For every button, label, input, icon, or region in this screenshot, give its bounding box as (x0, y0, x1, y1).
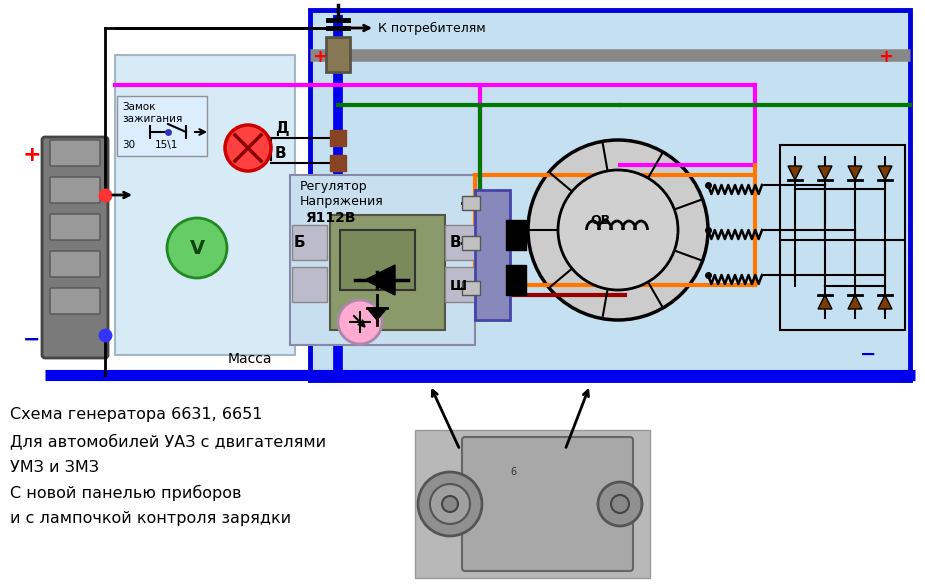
FancyBboxPatch shape (506, 265, 526, 295)
FancyBboxPatch shape (462, 437, 633, 571)
Polygon shape (878, 295, 892, 309)
Circle shape (167, 218, 227, 278)
FancyBboxPatch shape (445, 267, 480, 302)
FancyBboxPatch shape (50, 177, 100, 203)
FancyBboxPatch shape (42, 137, 108, 358)
Polygon shape (818, 166, 832, 180)
Circle shape (598, 482, 642, 526)
Circle shape (558, 170, 678, 290)
FancyBboxPatch shape (117, 96, 207, 156)
Text: 30: 30 (122, 140, 135, 150)
Text: и с лампочкой контроля зарядки: и с лампочкой контроля зарядки (10, 512, 291, 526)
Circle shape (225, 125, 271, 171)
FancyBboxPatch shape (506, 220, 526, 250)
Text: К потребителям: К потребителям (378, 22, 486, 35)
Circle shape (442, 496, 458, 512)
Text: Б: Б (294, 235, 305, 250)
Text: ОВ: ОВ (590, 214, 610, 227)
FancyBboxPatch shape (292, 225, 327, 260)
Circle shape (418, 472, 482, 536)
Circle shape (430, 484, 470, 524)
Text: Ш: Ш (450, 279, 467, 293)
Polygon shape (365, 265, 395, 295)
FancyBboxPatch shape (462, 281, 480, 295)
Text: +: + (312, 48, 327, 66)
FancyBboxPatch shape (462, 196, 480, 210)
Circle shape (611, 495, 629, 513)
Text: V: V (190, 239, 204, 257)
Text: 6: 6 (510, 467, 516, 477)
FancyBboxPatch shape (50, 214, 100, 240)
Polygon shape (878, 166, 892, 180)
Text: −: − (860, 345, 876, 364)
FancyBboxPatch shape (340, 230, 415, 290)
FancyBboxPatch shape (50, 251, 100, 277)
Text: 15\1: 15\1 (155, 140, 179, 150)
Text: Замок: Замок (122, 102, 155, 112)
Polygon shape (367, 308, 387, 320)
Text: С новой панелью приборов: С новой панелью приборов (10, 485, 241, 501)
Text: Д: Д (275, 121, 289, 136)
Text: +: + (878, 48, 893, 66)
FancyBboxPatch shape (50, 140, 100, 166)
Text: Напряжения: Напряжения (300, 195, 384, 208)
Text: Схема генератора 6631, 6651: Схема генератора 6631, 6651 (10, 407, 263, 423)
Text: +: + (23, 145, 42, 165)
Polygon shape (818, 295, 832, 309)
FancyBboxPatch shape (50, 288, 100, 314)
Text: Я112В: Я112В (305, 211, 355, 225)
FancyBboxPatch shape (475, 190, 510, 320)
FancyBboxPatch shape (310, 10, 910, 380)
Text: −: − (23, 330, 41, 350)
Text: зажигания: зажигания (122, 114, 182, 124)
Text: УМЗ и ЗМЗ: УМЗ и ЗМЗ (10, 459, 99, 475)
FancyBboxPatch shape (415, 430, 650, 578)
FancyBboxPatch shape (330, 215, 445, 330)
Text: Масса: Масса (228, 352, 273, 366)
Polygon shape (848, 166, 862, 180)
FancyBboxPatch shape (445, 225, 480, 260)
FancyBboxPatch shape (292, 267, 327, 302)
Circle shape (528, 140, 708, 320)
Polygon shape (788, 166, 802, 180)
Text: Для автомобилей УАЗ с двигателями: Для автомобилей УАЗ с двигателями (10, 433, 327, 449)
Text: В: В (275, 146, 287, 161)
FancyBboxPatch shape (462, 236, 480, 250)
Text: Регулятор: Регулятор (300, 180, 367, 193)
Text: В: В (450, 235, 462, 250)
FancyBboxPatch shape (290, 175, 475, 345)
Circle shape (338, 300, 382, 344)
FancyBboxPatch shape (115, 55, 295, 355)
FancyBboxPatch shape (326, 37, 350, 72)
Polygon shape (848, 295, 862, 309)
